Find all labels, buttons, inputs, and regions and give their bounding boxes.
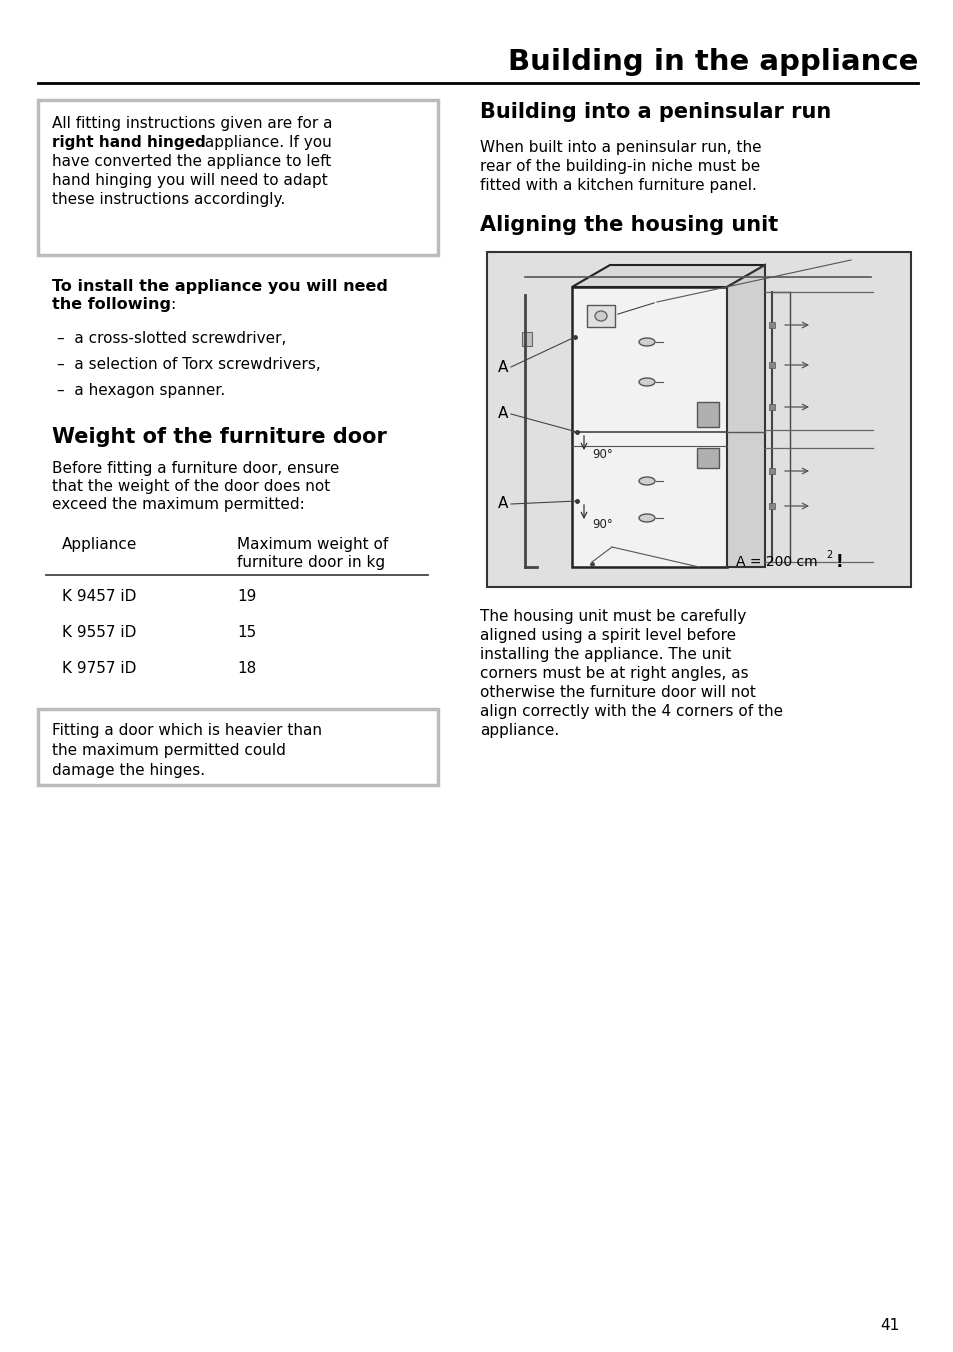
Text: these instructions accordingly.: these instructions accordingly. bbox=[52, 192, 285, 207]
Text: 18: 18 bbox=[236, 661, 256, 676]
Bar bbox=[586, 306, 615, 327]
Text: –  a selection of Torx screwdrivers,: – a selection of Torx screwdrivers, bbox=[57, 357, 320, 372]
Text: Fitting a door which is heavier than: Fitting a door which is heavier than bbox=[52, 723, 322, 738]
Text: Appliance: Appliance bbox=[62, 537, 137, 552]
Ellipse shape bbox=[639, 514, 655, 522]
Text: 90°: 90° bbox=[592, 518, 612, 530]
Text: appliance.: appliance. bbox=[479, 723, 558, 738]
Bar bbox=[521, 333, 532, 346]
Polygon shape bbox=[726, 265, 764, 566]
Text: 41: 41 bbox=[880, 1317, 899, 1333]
Text: otherwise the furniture door will not: otherwise the furniture door will not bbox=[479, 685, 755, 700]
Text: Aligning the housing unit: Aligning the housing unit bbox=[479, 215, 778, 235]
Text: All fitting instructions given are for a: All fitting instructions given are for a bbox=[52, 116, 333, 131]
Text: rear of the building-in niche must be: rear of the building-in niche must be bbox=[479, 160, 760, 174]
Text: damage the hinges.: damage the hinges. bbox=[52, 763, 205, 777]
Text: K 9457 iD: K 9457 iD bbox=[62, 589, 136, 604]
Text: K 9557 iD: K 9557 iD bbox=[62, 625, 136, 639]
Text: that the weight of the door does not: that the weight of the door does not bbox=[52, 479, 330, 493]
Text: fitted with a kitchen furniture panel.: fitted with a kitchen furniture panel. bbox=[479, 178, 756, 193]
Text: the following: the following bbox=[52, 297, 171, 312]
Polygon shape bbox=[572, 265, 764, 287]
Text: 2: 2 bbox=[825, 550, 831, 560]
Text: Before fitting a furniture door, ensure: Before fitting a furniture door, ensure bbox=[52, 461, 339, 476]
Text: exceed the maximum permitted:: exceed the maximum permitted: bbox=[52, 498, 304, 512]
Text: A = 200 cm: A = 200 cm bbox=[735, 556, 817, 569]
Text: –  a hexagon spanner.: – a hexagon spanner. bbox=[57, 383, 225, 397]
Bar bbox=[572, 287, 726, 566]
Text: –  a cross-slotted screwdriver,: – a cross-slotted screwdriver, bbox=[57, 331, 286, 346]
Text: installing the appliance. The unit: installing the appliance. The unit bbox=[479, 648, 731, 662]
Text: 15: 15 bbox=[236, 625, 256, 639]
Text: K 9757 iD: K 9757 iD bbox=[62, 661, 136, 676]
Text: appliance. If you: appliance. If you bbox=[200, 135, 332, 150]
Text: A: A bbox=[497, 407, 508, 422]
Text: right hand hinged: right hand hinged bbox=[52, 135, 206, 150]
Text: A: A bbox=[497, 360, 508, 375]
Text: 90°: 90° bbox=[592, 448, 612, 461]
Text: Building in the appliance: Building in the appliance bbox=[507, 49, 917, 76]
Text: Weight of the furniture door: Weight of the furniture door bbox=[52, 427, 387, 448]
Text: align correctly with the 4 corners of the: align correctly with the 4 corners of th… bbox=[479, 704, 782, 719]
Bar bbox=[697, 402, 719, 427]
Text: 19: 19 bbox=[236, 589, 256, 604]
Text: The housing unit must be carefully: The housing unit must be carefully bbox=[479, 608, 745, 625]
Bar bbox=[697, 448, 719, 468]
Ellipse shape bbox=[639, 379, 655, 387]
Text: !: ! bbox=[835, 553, 842, 571]
Text: Building into a peninsular run: Building into a peninsular run bbox=[479, 101, 830, 122]
Ellipse shape bbox=[639, 338, 655, 346]
Ellipse shape bbox=[639, 477, 655, 485]
Text: the maximum permitted could: the maximum permitted could bbox=[52, 744, 286, 758]
Text: To install the appliance you will need: To install the appliance you will need bbox=[52, 279, 388, 293]
FancyBboxPatch shape bbox=[38, 708, 437, 786]
Text: :: : bbox=[170, 297, 175, 312]
Text: When built into a peninsular run, the: When built into a peninsular run, the bbox=[479, 141, 760, 155]
Text: A: A bbox=[497, 496, 508, 511]
Text: aligned using a spirit level before: aligned using a spirit level before bbox=[479, 627, 736, 644]
Text: furniture door in kg: furniture door in kg bbox=[236, 556, 385, 571]
Text: hand hinging you will need to adapt: hand hinging you will need to adapt bbox=[52, 173, 328, 188]
Text: corners must be at right angles, as: corners must be at right angles, as bbox=[479, 667, 748, 681]
Text: have converted the appliance to left: have converted the appliance to left bbox=[52, 154, 331, 169]
Ellipse shape bbox=[595, 311, 606, 320]
Text: Maximum weight of: Maximum weight of bbox=[236, 537, 388, 552]
Bar bbox=[486, 251, 910, 587]
FancyBboxPatch shape bbox=[38, 100, 437, 256]
